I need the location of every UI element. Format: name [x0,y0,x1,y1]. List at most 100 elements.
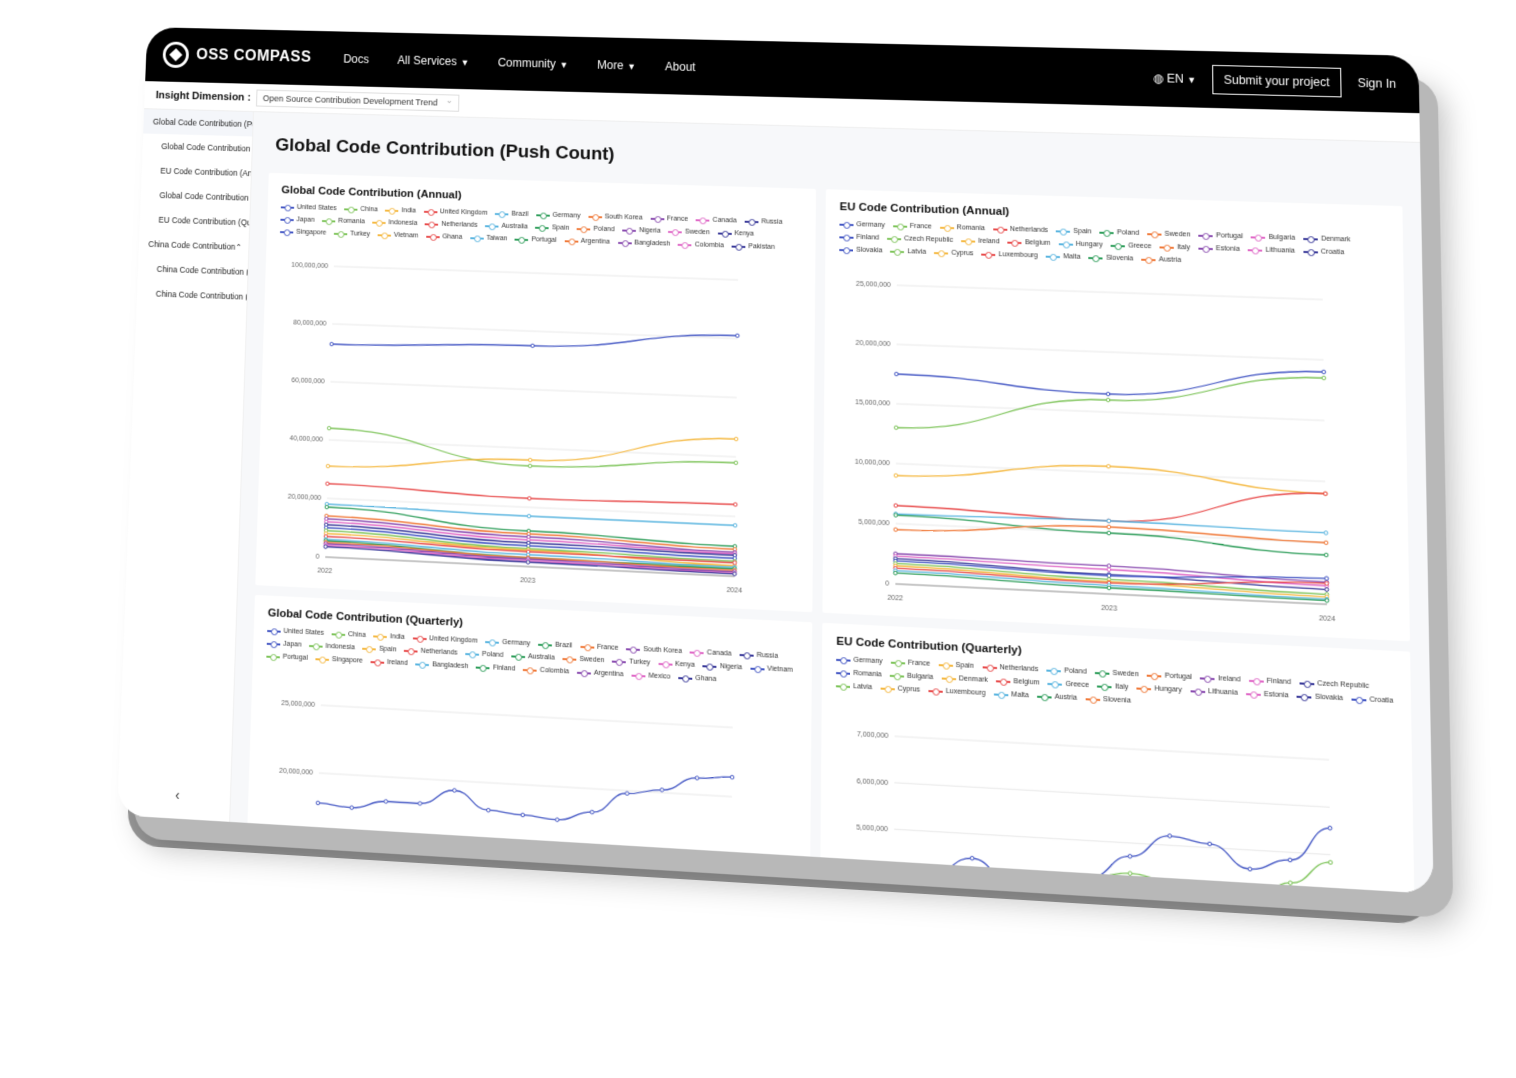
legend-entry[interactable]: Ghana [678,672,716,685]
legend-entry[interactable]: Estonia [1198,243,1240,255]
legend-entry[interactable]: Nigeria [622,225,661,237]
series-line[interactable] [896,476,1326,531]
legend-entry[interactable]: Spain [938,659,974,672]
legend-entry[interactable]: Malta [1045,251,1081,263]
logo[interactable]: OSS COMPASS [162,41,312,71]
data-point[interactable] [418,802,422,806]
legend-entry[interactable]: United Kingdom [423,206,488,219]
sidebar-item-3[interactable]: Global Code Contribution (Quar... [140,182,250,210]
legend-entry[interactable]: Kenya [658,658,695,671]
legend-entry[interactable]: Kenya [717,228,754,240]
legend-entry[interactable]: Malta [993,688,1029,701]
legend-entry[interactable]: Finland [476,662,515,675]
data-point[interactable] [1107,531,1111,535]
legend-entry[interactable]: Singapore [315,653,363,666]
legend-entry[interactable]: Brazil [495,208,529,220]
data-point[interactable] [1325,581,1329,585]
legend-entry[interactable]: Portugal [266,651,308,664]
data-point[interactable] [1324,541,1328,545]
data-point[interactable] [733,524,737,528]
nav-more[interactable]: More ▼ [597,58,636,72]
sidebar-item-6[interactable]: China Code Contribution (Annu... [138,256,248,284]
legend-entry[interactable]: South Korea [626,643,682,657]
legend-entry[interactable]: Russia [744,216,783,228]
legend-entry[interactable]: Greece [1047,678,1089,691]
legend-entry[interactable]: Slovakia [1297,691,1343,705]
data-point[interactable] [733,572,737,576]
legend-entry[interactable]: Turkey [333,228,371,240]
data-point[interactable] [1324,531,1328,535]
legend-entry[interactable]: Argentina [564,235,610,247]
series-line[interactable] [896,512,1326,533]
data-point[interactable] [1107,525,1111,529]
legend-entry[interactable]: Brazil [538,639,572,652]
data-point[interactable] [625,791,629,795]
legend-entry[interactable]: Denmark [941,672,988,686]
data-point[interactable] [1322,376,1326,380]
data-point[interactable] [1106,392,1110,396]
legend-entry[interactable]: Czech Republic [887,233,953,246]
legend-entry[interactable]: Sweden [1147,228,1190,240]
legend-entry[interactable]: Austria [1141,254,1181,266]
legend-entry[interactable]: Japan [266,638,302,651]
data-point[interactable] [733,544,737,548]
data-point[interactable] [1106,398,1110,402]
legend-entry[interactable]: Turkey [612,656,650,669]
data-point[interactable] [1325,599,1329,603]
legend-entry[interactable]: Lithuania [1190,685,1238,699]
data-point[interactable] [733,547,737,551]
data-point[interactable] [316,801,320,805]
legend-entry[interactable]: Denmark [1303,233,1351,245]
nav-about[interactable]: About [665,60,696,74]
legend-entry[interactable]: Romania [836,667,882,681]
legend-entry[interactable]: Portugal [1147,670,1192,684]
legend-entry[interactable]: Lithuania [1248,244,1295,256]
data-point[interactable] [730,775,734,779]
data-point[interactable] [1323,492,1327,496]
data-point[interactable] [894,426,898,430]
legend-entry[interactable]: Germany [839,219,885,231]
data-point[interactable] [526,559,530,563]
legend-entry[interactable]: Netherlands [992,223,1048,236]
legend-entry[interactable]: Vietnam [377,229,419,241]
data-point[interactable] [894,528,898,532]
nav-community[interactable]: Community ▼ [498,56,569,71]
data-point[interactable] [1325,588,1329,592]
sidebar-item-0[interactable]: Global Code Contribution (Push ...⌃ [143,109,253,137]
series-line[interactable] [332,321,738,359]
legend-entry[interactable]: Netherlands [425,219,478,231]
legend-entry[interactable]: Hungary [1058,238,1103,250]
data-point[interactable] [894,513,898,517]
data-point[interactable] [1107,568,1111,572]
legend-entry[interactable]: Taiwan [469,232,508,244]
legend-entry[interactable]: Indonesia [372,217,418,229]
legend-entry[interactable]: Ghana [425,231,463,243]
data-point[interactable] [327,426,331,430]
legend-entry[interactable]: Cyprus [934,247,973,259]
sidebar-item-2[interactable]: EU Code Contribution (Annual) [141,158,251,186]
legend-entry[interactable]: Belgium [996,675,1040,688]
legend-entry[interactable]: Luxembourg [981,249,1038,262]
data-point[interactable] [733,552,737,556]
data-point[interactable] [894,474,898,478]
data-point[interactable] [695,776,699,780]
data-point[interactable] [528,458,532,462]
series-line[interactable] [896,458,1326,494]
data-point[interactable] [1324,553,1328,557]
legend-entry[interactable]: Spain [1056,225,1092,237]
legend-entry[interactable]: India [385,205,416,216]
data-point[interactable] [894,504,898,508]
legend-entry[interactable]: Portugal [514,234,557,246]
nav-docs[interactable]: Docs [343,52,369,66]
data-point[interactable] [326,482,330,486]
legend-entry[interactable]: Colombia [523,664,569,677]
legend-entry[interactable]: Bulgaria [1251,231,1295,243]
data-point[interactable] [1107,464,1111,468]
data-point[interactable] [970,856,974,860]
legend-entry[interactable]: Latvia [835,680,872,693]
legend-entry[interactable]: Poland [1046,664,1087,677]
legend-entry[interactable]: Bulgaria [889,670,934,683]
legend-entry[interactable]: France [892,220,932,232]
data-point[interactable] [660,788,664,792]
data-point[interactable] [1128,854,1132,858]
